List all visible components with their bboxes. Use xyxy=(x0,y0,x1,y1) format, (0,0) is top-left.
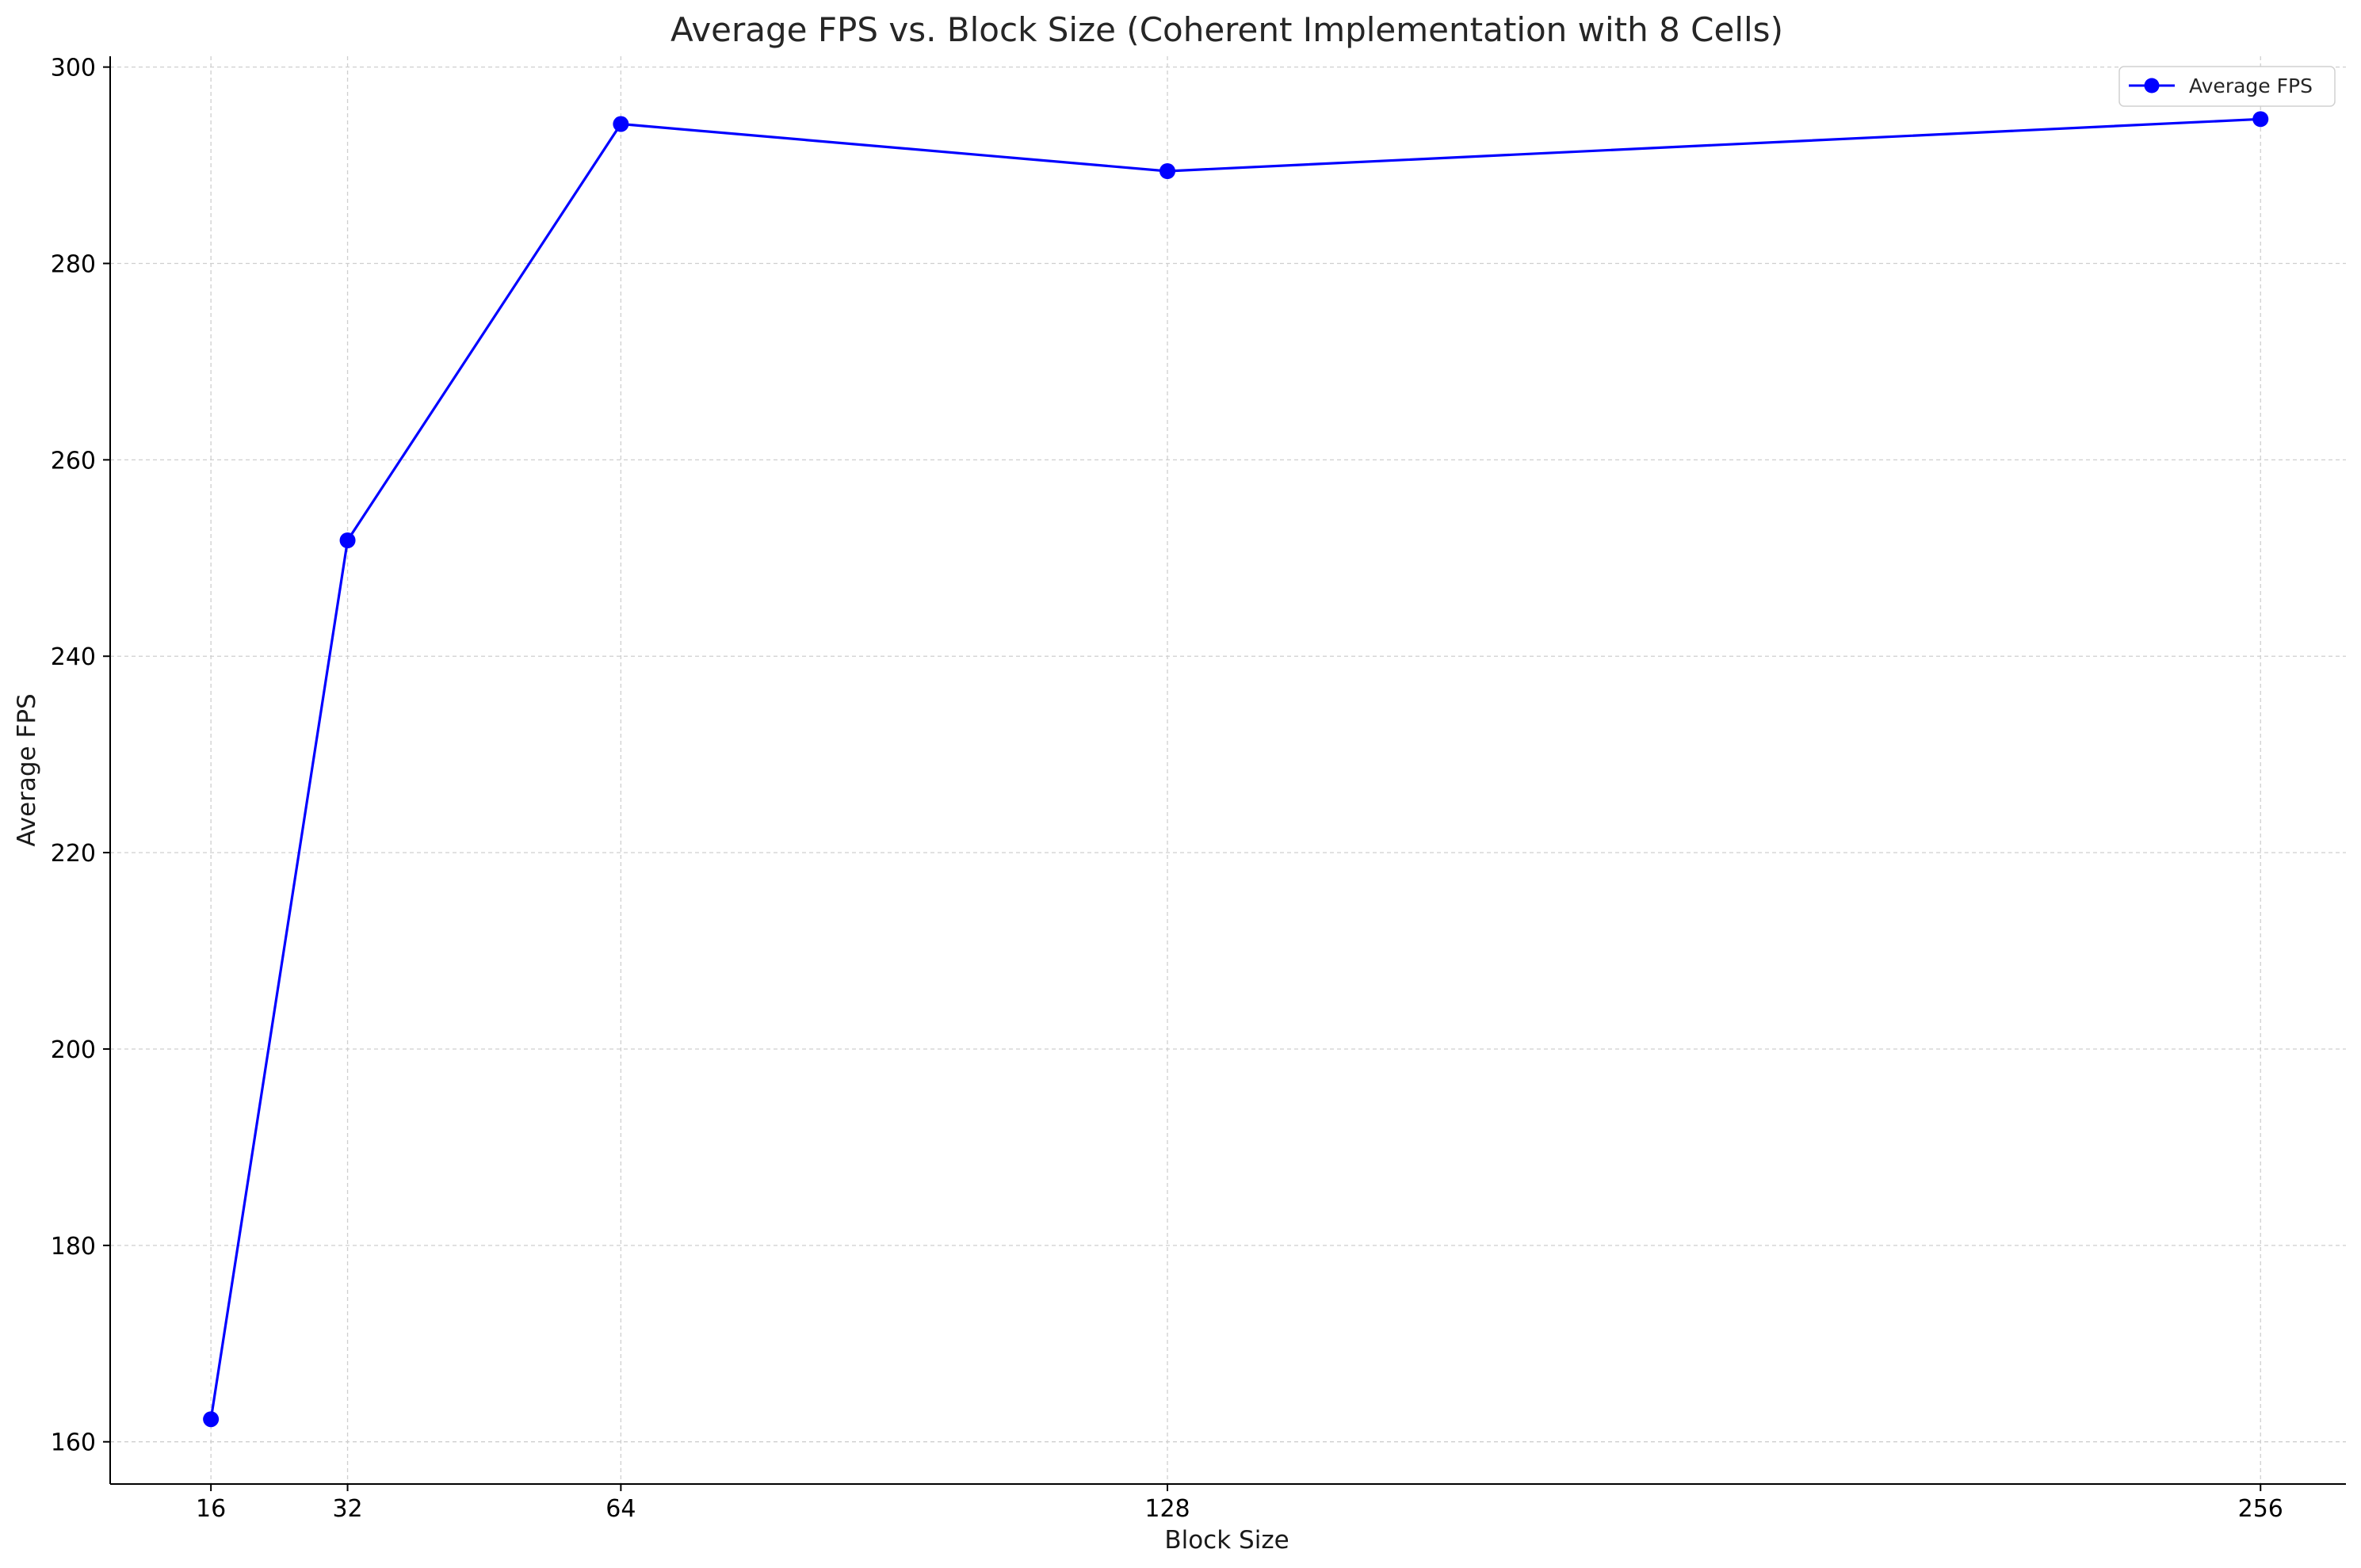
y-tick-label: 180 xyxy=(51,1233,96,1261)
data-point xyxy=(339,532,356,548)
y-axis-ticks: 160 180 200 220 240 260 280 300 xyxy=(51,55,110,1457)
data-point xyxy=(203,1411,220,1428)
data-point xyxy=(1159,163,1175,180)
x-tick-label: 32 xyxy=(332,1495,362,1523)
y-tick-label: 200 xyxy=(51,1036,96,1064)
y-axis-label: Average FPS xyxy=(13,693,41,846)
grid xyxy=(110,56,2346,1484)
legend-series-label: Average FPS xyxy=(2189,74,2313,97)
y-tick-label: 260 xyxy=(51,447,96,475)
data-point xyxy=(613,116,629,132)
y-tick-label: 300 xyxy=(51,55,96,82)
x-tick-label: 16 xyxy=(196,1495,226,1523)
y-tick-label: 220 xyxy=(51,840,96,868)
y-tick-label: 280 xyxy=(51,251,96,279)
y-tick-label: 160 xyxy=(51,1429,96,1457)
data-point xyxy=(2252,111,2269,128)
x-tick-label: 256 xyxy=(2238,1495,2283,1523)
x-axis-label: Block Size xyxy=(1164,1526,1289,1555)
legend: Average FPS xyxy=(2118,66,2336,107)
series xyxy=(203,111,2269,1428)
x-axis-ticks: 16 32 64 128 256 xyxy=(196,1484,2283,1523)
x-tick-label: 64 xyxy=(606,1495,636,1523)
y-tick-label: 240 xyxy=(51,643,96,671)
legend-box xyxy=(2118,66,2336,107)
chart-title: Average FPS vs. Block Size (Coherent Imp… xyxy=(670,10,1783,49)
x-tick-label: 128 xyxy=(1144,1495,1190,1523)
legend-series-marker xyxy=(2144,78,2160,93)
